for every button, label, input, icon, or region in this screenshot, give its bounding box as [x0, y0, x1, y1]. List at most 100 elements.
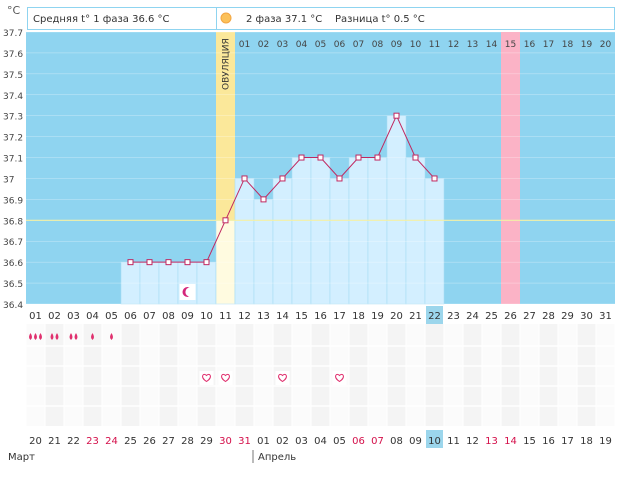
heart-icon-bg — [218, 371, 233, 385]
temperature-point — [336, 175, 343, 182]
lower-cell-column — [140, 324, 159, 426]
lower-cell-column — [235, 324, 254, 426]
drop-icon — [69, 333, 73, 340]
temperature-point — [298, 154, 305, 161]
drop-icon — [34, 333, 37, 340]
cycle-day-label: 09 — [181, 311, 194, 322]
y-tick-label: 36.7 — [3, 238, 23, 248]
ovulation-label: ОВУЛЯЦИЯ — [222, 38, 232, 90]
cycle-day-label: 23 — [447, 311, 460, 322]
upper-day-label: 01 — [239, 40, 250, 50]
lower-cell-column — [45, 324, 64, 426]
cycle-day-label: 03 — [67, 311, 80, 322]
unit-label: °C — [7, 4, 21, 17]
lower-cell-column — [159, 324, 178, 426]
upper-day-label: 03 — [277, 40, 288, 50]
cycle-day-label: 18 — [352, 311, 365, 322]
calendar-date-label: 01 — [257, 436, 270, 447]
calendar-date-label: 30 — [219, 436, 232, 447]
temperature-point — [260, 196, 267, 203]
calendar-date-label: 21 — [48, 436, 61, 447]
calendar-date-label: 29 — [200, 436, 213, 447]
temperature-point — [317, 154, 324, 161]
calendar-date-label: 18 — [580, 436, 593, 447]
cycle-day-label: 04 — [86, 311, 99, 322]
calendar-date-label: 02 — [276, 436, 289, 447]
temperature-bar — [405, 157, 426, 305]
upper-day-label: 11 — [429, 40, 440, 50]
cycle-day-label: 27 — [523, 311, 536, 322]
upper-day-label: 10 — [410, 40, 422, 50]
lower-cell-column — [64, 324, 83, 426]
calendar-date-label: 11 — [447, 436, 460, 447]
y-tick-label: 37.5 — [3, 71, 23, 81]
upper-day-label: 02 — [258, 40, 269, 50]
heart-icon — [335, 373, 344, 383]
calendar-date-label: 13 — [485, 436, 498, 447]
drop-icon — [110, 333, 113, 340]
temperature-bar — [386, 115, 407, 305]
temperature-point — [184, 259, 191, 266]
cycle-day-label: 13 — [257, 311, 270, 322]
cycle-day-label: 31 — [599, 311, 612, 322]
lower-cell-column — [577, 324, 596, 426]
upper-day-label: 06 — [334, 40, 346, 50]
y-tick-label: 37.3 — [3, 113, 23, 123]
temperature-point — [279, 175, 286, 182]
lower-cell-column — [558, 324, 577, 426]
lower-cell-column — [387, 324, 406, 426]
cycle-day-label: 28 — [542, 311, 555, 322]
calendar-date-label: 19 — [599, 436, 612, 447]
drop-icon — [91, 333, 94, 340]
lower-cell-column — [83, 324, 102, 426]
drop-icon — [39, 333, 42, 340]
drop-icon — [50, 333, 54, 340]
temperature-bar — [253, 199, 274, 305]
upper-day-label: 13 — [467, 40, 478, 50]
highlight-day-column — [501, 32, 520, 304]
calendar-date-label: 04 — [314, 436, 327, 447]
temperature-point — [203, 259, 210, 266]
cycle-day-label: 02 — [48, 311, 61, 322]
lower-cell-column — [539, 324, 558, 426]
cycle-day-label: 20 — [390, 311, 403, 322]
cycle-day-label: 17 — [333, 311, 346, 322]
upper-day-label: 15 — [505, 40, 516, 50]
y-tick-label: 36.6 — [3, 259, 23, 269]
y-tick-label: 36.8 — [3, 217, 23, 227]
upper-day-label: 18 — [562, 40, 574, 50]
today-date-marker — [426, 430, 443, 448]
calendar-date-label: 28 — [181, 436, 194, 447]
temperature-point — [165, 259, 172, 266]
heart-icon — [278, 373, 287, 383]
cycle-day-label: 12 — [238, 311, 251, 322]
calendar-date-label: 27 — [162, 436, 175, 447]
y-tick-label: 36.4 — [3, 301, 23, 311]
lower-cell-column — [425, 324, 444, 426]
temperature-point — [431, 175, 438, 182]
calendar-date-label: 31 — [238, 436, 251, 447]
month-label-march: Март — [8, 452, 35, 463]
calendar-date-label: 20 — [29, 436, 42, 447]
cycle-day-label: 30 — [580, 311, 593, 322]
lower-cell-column — [368, 324, 387, 426]
cycle-day-label: 16 — [314, 311, 327, 322]
calendar-date-label: 12 — [466, 436, 479, 447]
cycle-day-label: 11 — [219, 311, 232, 322]
heart-icon-bg — [199, 371, 214, 385]
calendar-date-label: 10 — [428, 436, 441, 447]
y-tick-label: 37.4 — [3, 92, 23, 102]
calendar-date-label: 25 — [124, 436, 137, 447]
y-tick-label: 37.7 — [3, 29, 23, 39]
upper-day-label: 04 — [296, 40, 308, 50]
heart-icon — [202, 373, 211, 383]
cycle-day-label: 22 — [428, 311, 441, 322]
calendar-date-label: 09 — [409, 436, 422, 447]
calendar-date-label: 17 — [561, 436, 574, 447]
lower-cell-column — [349, 324, 368, 426]
y-tick-label: 37.2 — [3, 134, 23, 144]
heart-icon-bg — [332, 371, 347, 385]
sun-icon — [220, 12, 232, 24]
temperature-point — [241, 175, 248, 182]
